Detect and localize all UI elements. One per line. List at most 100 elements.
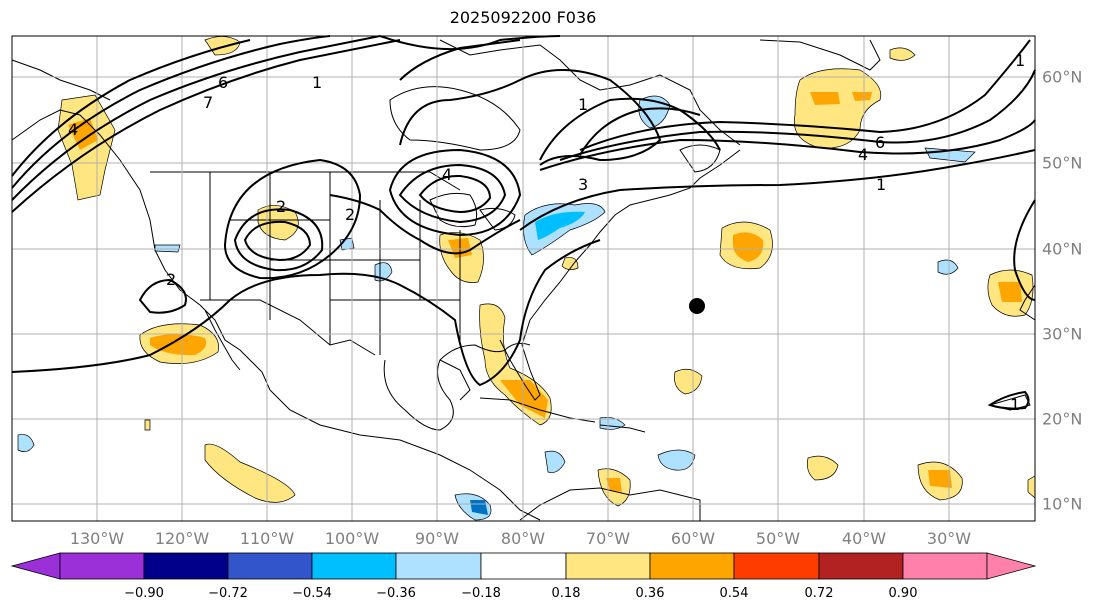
contour-east-loop bbox=[1013, 199, 1036, 301]
colorbar-segment bbox=[395, 552, 482, 580]
positive-region-pacific-south bbox=[204, 443, 296, 503]
contour-jet-1 bbox=[11, 39, 401, 213]
contour-label: 2 bbox=[276, 197, 286, 216]
contour-label: 3 bbox=[578, 175, 588, 194]
positive-region-carolina bbox=[561, 257, 579, 270]
lon-label: 90°W bbox=[414, 529, 460, 548]
positive-region-atlantic-east-inner bbox=[998, 282, 1022, 302]
contour-label: 4 bbox=[858, 145, 868, 164]
colorbar-segment bbox=[902, 552, 988, 580]
contour-rockies-low-2 bbox=[233, 208, 324, 272]
contour-rockies-low-1 bbox=[243, 220, 312, 262]
colorbar-segment bbox=[227, 552, 313, 580]
lat-label: 30°N bbox=[1042, 324, 1083, 344]
baja-peninsula bbox=[204, 309, 241, 371]
contour-east-small bbox=[987, 390, 1030, 410]
us-canada-border bbox=[150, 171, 461, 191]
lon-label: 50°W bbox=[755, 529, 801, 548]
contour-canada-loop-3 bbox=[579, 107, 701, 156]
contour-great-lakes-low-3 bbox=[388, 148, 522, 237]
negative-region-caribbean-b bbox=[657, 449, 696, 471]
colorbar-tick-label: 0.18 bbox=[551, 586, 581, 601]
contour-label: 1 bbox=[312, 73, 322, 92]
contour-label: 2 bbox=[345, 205, 355, 224]
contour-label: 4 bbox=[68, 120, 78, 139]
lon-label: 40°W bbox=[841, 529, 887, 548]
canada-arctic bbox=[439, 39, 741, 146]
negative-region-new-england bbox=[523, 203, 606, 256]
contour-label: 7 bbox=[203, 93, 213, 112]
positive-region-atlantic-40n-inner bbox=[733, 232, 764, 262]
storm-position-marker bbox=[689, 298, 705, 314]
contour-label: 1 bbox=[578, 95, 588, 114]
contour-label: 6 bbox=[875, 133, 885, 152]
map-title: 2025092200 F036 bbox=[449, 8, 597, 27]
colorbar-segment bbox=[649, 552, 735, 580]
lat-label: 40°N bbox=[1042, 239, 1083, 259]
colorbar-tick-label: −0.18 bbox=[461, 586, 501, 601]
map-frame bbox=[11, 35, 1036, 522]
positive-region-top-b bbox=[889, 47, 916, 61]
positive-region-atlantic-25n bbox=[674, 368, 703, 395]
contour-outer-west bbox=[11, 239, 601, 387]
lon-label: 60°W bbox=[670, 529, 716, 548]
contour-atlantic-6 bbox=[559, 69, 1036, 161]
lon-label: 110°W bbox=[239, 529, 295, 548]
lon-label: 30°W bbox=[926, 529, 972, 548]
lon-label: 100°W bbox=[324, 529, 380, 548]
lat-label: 50°N bbox=[1042, 153, 1083, 173]
lat-label: 60°N bbox=[1042, 67, 1083, 87]
us-mexico-border bbox=[200, 299, 376, 356]
negative-region-caribbean-a bbox=[544, 450, 566, 473]
lon-label: 120°W bbox=[154, 529, 210, 548]
contour-label: 1 bbox=[876, 175, 886, 194]
contour-jet-2 bbox=[11, 35, 381, 201]
positive-region-pacific-small bbox=[144, 419, 151, 431]
contour-label: 4 bbox=[442, 165, 452, 184]
yucatan bbox=[439, 359, 471, 401]
gulf-coast bbox=[383, 342, 531, 431]
contour-jet-3 bbox=[11, 35, 331, 189]
colorbar-segment bbox=[565, 552, 651, 580]
positive-region-baja-inner bbox=[150, 334, 207, 356]
greenland bbox=[759, 39, 881, 71]
contour-lines bbox=[11, 35, 1036, 410]
contour-label: 6 bbox=[218, 73, 228, 92]
contour-label: 1 bbox=[1015, 51, 1025, 70]
colorbar-extend-low bbox=[10, 552, 61, 580]
hudson-bay bbox=[389, 86, 521, 151]
negative-region-plains bbox=[374, 262, 393, 282]
contour-labels: 4 6 7 1 2 2 4 3 1 6 4 1 2 1 1 bbox=[68, 51, 1025, 414]
colorbar-tick-label: 0.90 bbox=[888, 586, 918, 601]
contour-atlantic-1 bbox=[519, 149, 1036, 231]
contour-plains-2 bbox=[329, 194, 521, 255]
contour-label: 1 bbox=[1010, 395, 1020, 414]
colorbar-segment bbox=[480, 552, 567, 580]
negative-region-pacific-a bbox=[17, 434, 35, 452]
hispaniola bbox=[599, 424, 646, 433]
lon-label: 130°W bbox=[69, 529, 125, 548]
great-lakes bbox=[429, 192, 516, 231]
colorbar-extend-high bbox=[986, 552, 1037, 580]
colorbar-segment bbox=[818, 552, 904, 580]
colorbar-segment bbox=[311, 552, 397, 580]
contour-great-lakes-low-2 bbox=[418, 174, 492, 214]
gridlines bbox=[12, 36, 1035, 521]
colorbar-tick-label: −0.72 bbox=[208, 586, 248, 601]
pacific-coast bbox=[11, 109, 271, 391]
contour-pacific-2 bbox=[138, 278, 187, 314]
colorbar-segment bbox=[143, 552, 229, 580]
positive-region-atlantic-east-south-inner bbox=[928, 470, 952, 488]
contour-rockies-low-3 bbox=[223, 158, 362, 280]
lat-label: 10°N bbox=[1042, 494, 1083, 514]
colorbar-tick-label: −0.90 bbox=[124, 586, 164, 601]
contour-jet-4 bbox=[11, 39, 251, 177]
colorbar-tick-label: −0.36 bbox=[376, 586, 416, 601]
negative-region-new-england-inner bbox=[535, 211, 585, 240]
lat-label: 20°N bbox=[1042, 409, 1083, 429]
colorbar-tick-label: 0.72 bbox=[804, 586, 834, 601]
contour-great-lakes-low-1 bbox=[398, 163, 507, 224]
positive-region-atlantic-15n bbox=[806, 455, 839, 481]
contour-label: 2 bbox=[166, 270, 176, 289]
